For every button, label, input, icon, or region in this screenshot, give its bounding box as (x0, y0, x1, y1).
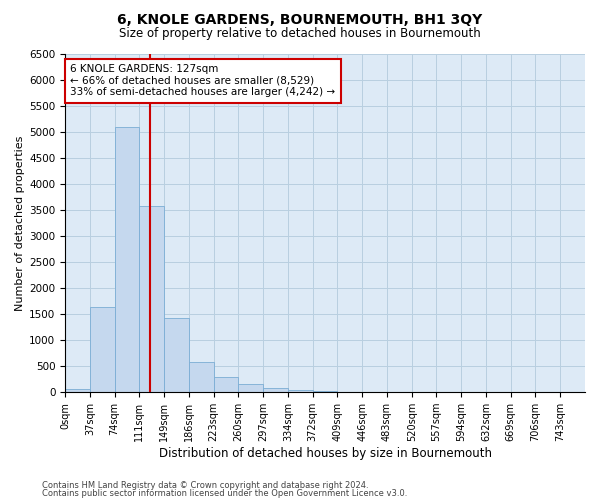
Bar (115, 128, 139, 392)
X-axis label: Distribution of detached houses by size in Bournemouth: Distribution of detached houses by size … (158, 447, 491, 460)
Text: 6, KNOLE GARDENS, BOURNEMOUTH, BH1 3QY: 6, KNOLE GARDENS, BOURNEMOUTH, BH1 3QY (118, 12, 482, 26)
Bar (214, 376, 238, 392)
Text: Contains public sector information licensed under the Open Government Licence v3: Contains public sector information licen… (42, 489, 407, 498)
Y-axis label: Number of detached properties: Number of detached properties (15, 136, 25, 311)
Text: Size of property relative to detached houses in Bournemouth: Size of property relative to detached ho… (119, 28, 481, 40)
Bar (263, 388, 288, 392)
Bar (288, 390, 313, 392)
Bar (90, 308, 115, 392)
Text: 6 KNOLE GARDENS: 127sqm
← 66% of detached houses are smaller (8,529)
33% of semi: 6 KNOLE GARDENS: 127sqm ← 66% of detache… (70, 64, 335, 98)
Bar (139, 206, 164, 392)
Text: Contains HM Land Registry data © Crown copyright and database right 2024.: Contains HM Land Registry data © Crown c… (42, 480, 368, 490)
Bar (238, 384, 263, 392)
Bar (65, 389, 90, 392)
Bar (164, 318, 189, 392)
Bar (189, 362, 214, 392)
